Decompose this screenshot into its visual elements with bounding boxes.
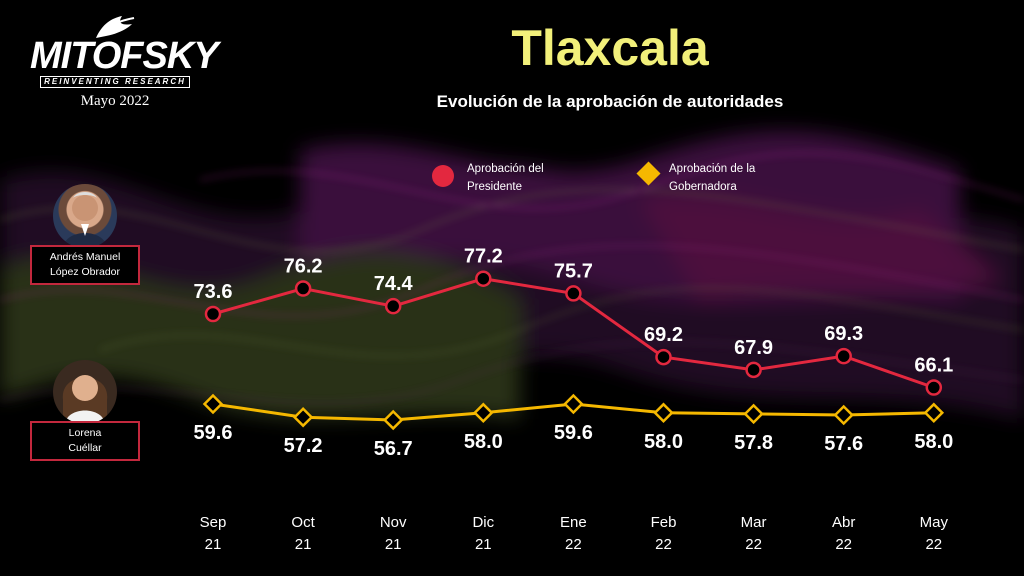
president-data-label: 77.2 [464,246,503,268]
legend-governor-label-1: Aprobación de la [669,163,756,175]
x-tick-label-month: Mar [741,514,767,531]
governor-point [473,402,494,424]
legend-president-label-2: Presidente [467,181,522,193]
x-tick-label-month: Feb [651,514,677,531]
president-name-line1: Andrés Manuel [49,251,121,263]
president-point [475,270,492,287]
legend-president-label-1: Aprobación del [467,163,544,175]
legend-president-marker [432,165,454,187]
president-point [565,285,582,302]
x-tick-label-year: 22 [745,536,762,553]
x-tick-label-year: 22 [565,536,582,553]
x-tick-label-month: Oct [291,514,315,531]
legend-governor-label-2: Gobernadora [669,181,737,193]
president-point [384,297,402,315]
x-tick-label-month: Abr [832,514,855,531]
governor-point [563,393,584,415]
governor-data-label: 56.7 [374,438,413,460]
x-tick-label-year: 21 [475,536,492,553]
x-tick-label-month: Sep [200,514,227,531]
governor-name: Lorena Cuéllar [30,421,140,461]
governor-name-line1: Lorena [68,427,102,439]
x-tick-label-month: May [920,514,949,531]
governor-point [202,393,224,415]
governor-point [743,403,764,425]
president-data-label: 69.2 [644,324,683,346]
chart-legend: Aprobación del Presidente Aprobación de … [432,161,756,193]
governor-card: Lorena Cuéllar [30,360,140,461]
governor-data-label: 57.8 [734,432,773,454]
x-tick-label-month: Ene [560,514,587,531]
president-data-label: 67.9 [734,337,773,359]
x-tick-label-year: 22 [835,536,852,553]
x-tick-label-month: Dic [472,514,494,531]
president-data-label: 76.2 [284,256,323,278]
governor-data-label: 59.6 [194,422,233,444]
governor-data-label: 57.6 [824,433,863,455]
president-point [294,280,312,297]
president-data-label: 69.3 [824,323,863,345]
page-subtitle: Evolución de la aprobación de autoridade… [436,92,784,111]
portrait-icon [63,192,107,248]
mitofsky-logo: MITOFSKY REINVENTING RESEARCH Mayo 2022 [30,14,219,110]
x-tick-label-year: 22 [655,536,672,553]
governor-point [833,404,854,426]
x-tick-label-year: 21 [295,536,312,553]
president-photo [53,184,117,248]
x-tick-label-month: Nov [380,514,407,531]
governor-photo [53,360,117,424]
plot-area: 73.6 76.2 74.4 77.2 75.7 69.2 67.9 69.3 66.1 59.6… [194,246,954,553]
governor-data-label: 57.2 [284,435,323,457]
x-tick-label-year: 21 [205,536,222,553]
president-point [204,305,222,323]
governor-point [382,409,404,431]
governor-data-label: 58.0 [464,431,503,453]
report-date: Mayo 2022 [80,93,150,109]
portrait-icon [62,375,108,424]
governor-data-label: 59.6 [554,422,593,444]
president-card: Andrés Manuel López Obrador [30,184,140,285]
logo-brand: MITOFSKY [30,35,219,77]
president-point [745,361,762,379]
governor-name-line2: Cuéllar [68,442,102,454]
president-data-label: 74.4 [374,273,414,295]
president-data-label: 66.1 [914,355,953,377]
legend-governor-marker [636,161,661,186]
governor-point [653,402,674,424]
x-tick-label-year: 22 [925,536,942,553]
president-data-label: 75.7 [554,260,593,282]
president-point [655,348,672,366]
president-name-line2: López Obrador [49,266,121,278]
president-point [835,347,852,365]
president-data-label: 73.6 [194,281,233,303]
president-point [925,379,943,396]
governor-point [923,402,945,424]
governor-data-label: 58.0 [644,431,683,453]
page-title: Tlaxcala [511,20,709,76]
logo-bird-icon [96,16,135,38]
president-name: Andrés Manuel López Obrador [30,245,140,285]
governor-data-label: 58.0 [914,431,953,453]
governor-point [292,406,314,428]
x-tick-label-year: 21 [385,536,402,553]
logo-tagline: REINVENTING RESEARCH [40,76,190,88]
